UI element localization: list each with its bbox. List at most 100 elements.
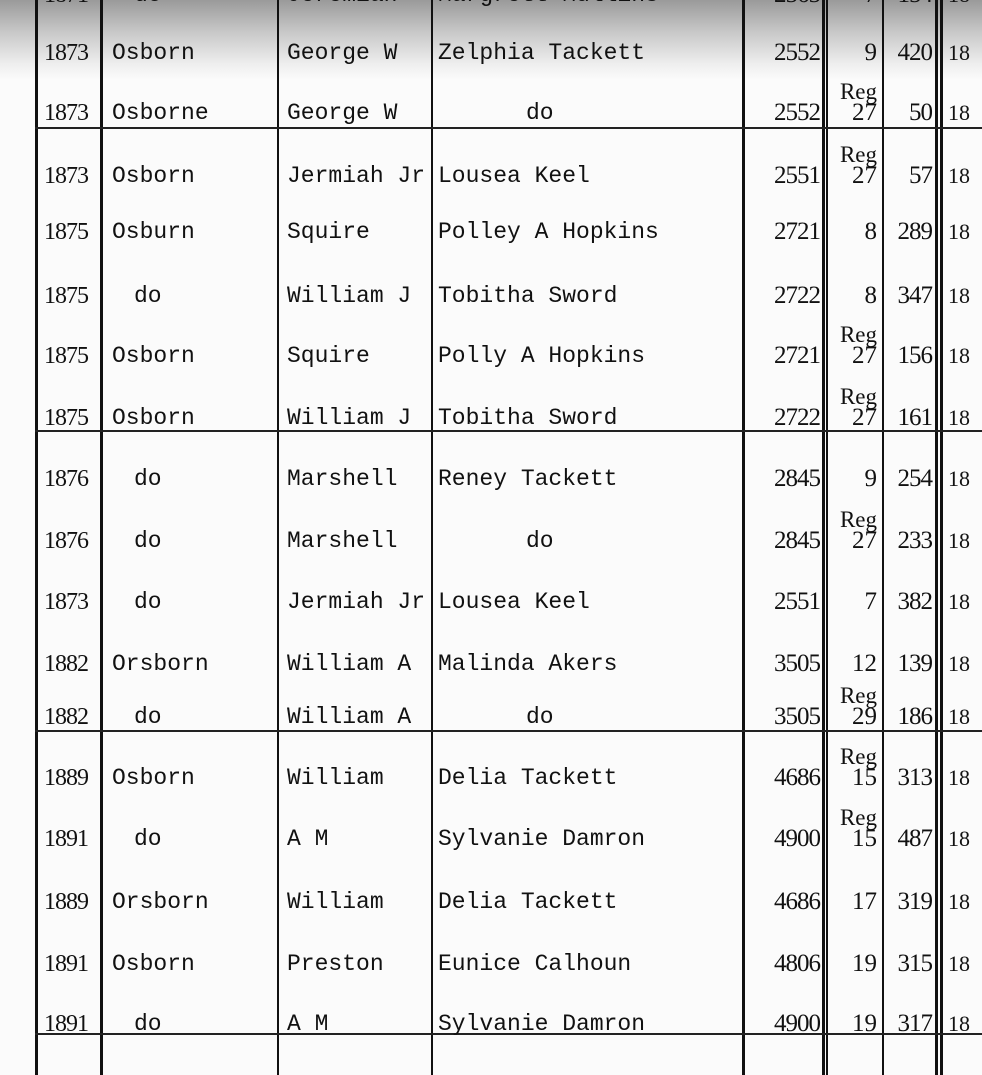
column-rule — [940, 0, 943, 1075]
surname-cell: Orsborn — [112, 651, 209, 677]
vol-cell: 17 — [852, 888, 877, 915]
number-cell: 2845 — [774, 527, 821, 554]
table-row: 1882 do William A do 3505 29 186 18 Reg — [0, 684, 982, 731]
surname-cell: Osborn — [112, 343, 195, 369]
table-row: 1873 Osborn George W Zelphia Tackett 2552 9 42… — [0, 36, 982, 67]
year-cell: 1889 — [44, 765, 89, 791]
table-row: 1873 Osborne George W do 2552 27 50 18 Reg — [0, 80, 982, 127]
given-cell: Jermiah Jr — [287, 163, 426, 189]
spouse-cell: do — [526, 704, 554, 730]
year-cell: 1876 — [44, 466, 89, 492]
given-cell: Jeremiah — [287, 0, 397, 8]
vol-cell: 15 — [852, 764, 877, 791]
year-cell: 1873 — [44, 589, 89, 615]
vol-cell: 8 — [864, 282, 878, 309]
last-cell: 18 — [948, 889, 970, 914]
number-cell: 2565 — [774, 0, 821, 8]
vol-cell: 7 — [865, 0, 878, 8]
vol-cell: 27 — [852, 527, 877, 554]
page-cell: 382 — [897, 588, 933, 615]
vol-cell: 12 — [852, 650, 877, 677]
table-row: 1875 Osborn William J Tobitha Sword 2722 27 16… — [0, 385, 982, 432]
page-cell: 254 — [897, 465, 933, 492]
spouse-cell: Delia Tackett — [438, 889, 618, 915]
spouse-cell: Lousea Keel — [438, 163, 590, 189]
surname-cell: do — [134, 826, 162, 852]
number-cell: 2552 — [774, 99, 821, 126]
column-rule — [277, 0, 279, 1075]
vol-cell: 9 — [864, 39, 878, 66]
given-cell: George W — [287, 100, 398, 126]
reg-note: Reg — [839, 744, 877, 769]
surname-cell: Osborn — [112, 40, 195, 66]
year-cell: 1873 — [44, 100, 89, 126]
reg-note: Reg — [839, 384, 877, 409]
last-cell: 18 — [948, 704, 970, 729]
table-row: 1891 do A M Sylvanie Damron 4900 15 487 18 Reg — [0, 806, 982, 853]
surname-cell: Osburn — [112, 219, 195, 245]
vol-cell: 29 — [852, 703, 877, 730]
last-cell: 18 — [948, 100, 970, 125]
given-cell: Squire — [287, 343, 370, 369]
spouse-cell: Malinda Akers — [438, 651, 618, 677]
last-cell: 18 — [948, 826, 970, 851]
surname-cell: Orsborn — [112, 889, 209, 915]
row-divider — [35, 1033, 982, 1035]
year-cell: 1871 — [44, 0, 89, 8]
page-cell: 154 — [898, 0, 933, 8]
column-rule — [935, 0, 938, 1075]
surname-cell: Osborn — [112, 163, 195, 189]
year-cell: 1875 — [44, 405, 89, 431]
table-row: 1889 Osborn William Delia Tackett 4686 15 313 1… — [0, 745, 982, 792]
number-cell: 3505 — [774, 703, 821, 730]
vol-cell: 19 — [852, 950, 877, 977]
given-cell: Preston — [287, 951, 384, 977]
year-cell: 1891 — [44, 1011, 89, 1037]
page-cell: 313 — [897, 764, 933, 791]
surname-cell: Osborn — [112, 951, 195, 977]
reg-note: Reg — [839, 142, 877, 167]
row-divider — [35, 430, 982, 432]
surname-cell: do — [134, 283, 162, 309]
number-cell: 2722 — [774, 282, 821, 309]
page-cell: 50 — [909, 99, 933, 126]
reg-note: Reg — [839, 322, 877, 347]
row-divider — [35, 730, 982, 732]
last-cell: 18 — [948, 765, 970, 790]
vol-cell: 8 — [864, 218, 878, 245]
last-cell: 18 — [948, 1011, 970, 1036]
year-cell: 1875 — [44, 343, 89, 369]
number-cell: 2722 — [774, 404, 821, 431]
surname-cell: do — [134, 1011, 162, 1037]
table-row: 1891 do A M Sylvanie Damron 4900 19 317 18 — [0, 1007, 982, 1038]
last-cell: 18 — [948, 343, 970, 368]
page-cell: 161 — [897, 404, 933, 431]
number-cell: 2845 — [774, 465, 821, 492]
number-cell: 3505 — [774, 650, 821, 677]
spouse-cell: Zelphia Tackett — [438, 40, 646, 66]
last-cell: 18 — [948, 219, 970, 244]
page-cell: 317 — [897, 1010, 933, 1037]
page-cell: 57 — [909, 162, 933, 189]
reg-note: Reg — [839, 683, 877, 708]
page-cell: 319 — [897, 888, 933, 915]
given-cell: Squire — [287, 219, 370, 245]
surname-cell: do — [134, 589, 162, 615]
page-cell: 139 — [897, 650, 933, 677]
given-cell: Marshell — [287, 528, 398, 554]
spouse-cell: Delia Tackett — [438, 765, 618, 791]
vol-cell: 7 — [864, 588, 878, 615]
spouse-cell: Polley A Hopkins — [438, 219, 659, 245]
spouse-cell: Margrett Mullins — [438, 0, 659, 8]
given-cell: William — [287, 765, 384, 791]
given-cell: William — [287, 889, 384, 915]
given-cell: William J — [287, 405, 412, 431]
table-row: 1891 Osborn Preston Eunice Calhoun 4806 19 315… — [0, 947, 982, 978]
last-cell: 18 — [948, 589, 970, 614]
given-cell: William J — [287, 283, 412, 309]
spouse-cell: Eunice Calhoun — [438, 951, 632, 977]
number-cell: 4900 — [774, 825, 821, 852]
year-cell: 1891 — [44, 826, 89, 852]
last-cell: 18 — [948, 40, 970, 65]
page-cell: 156 — [897, 342, 933, 369]
